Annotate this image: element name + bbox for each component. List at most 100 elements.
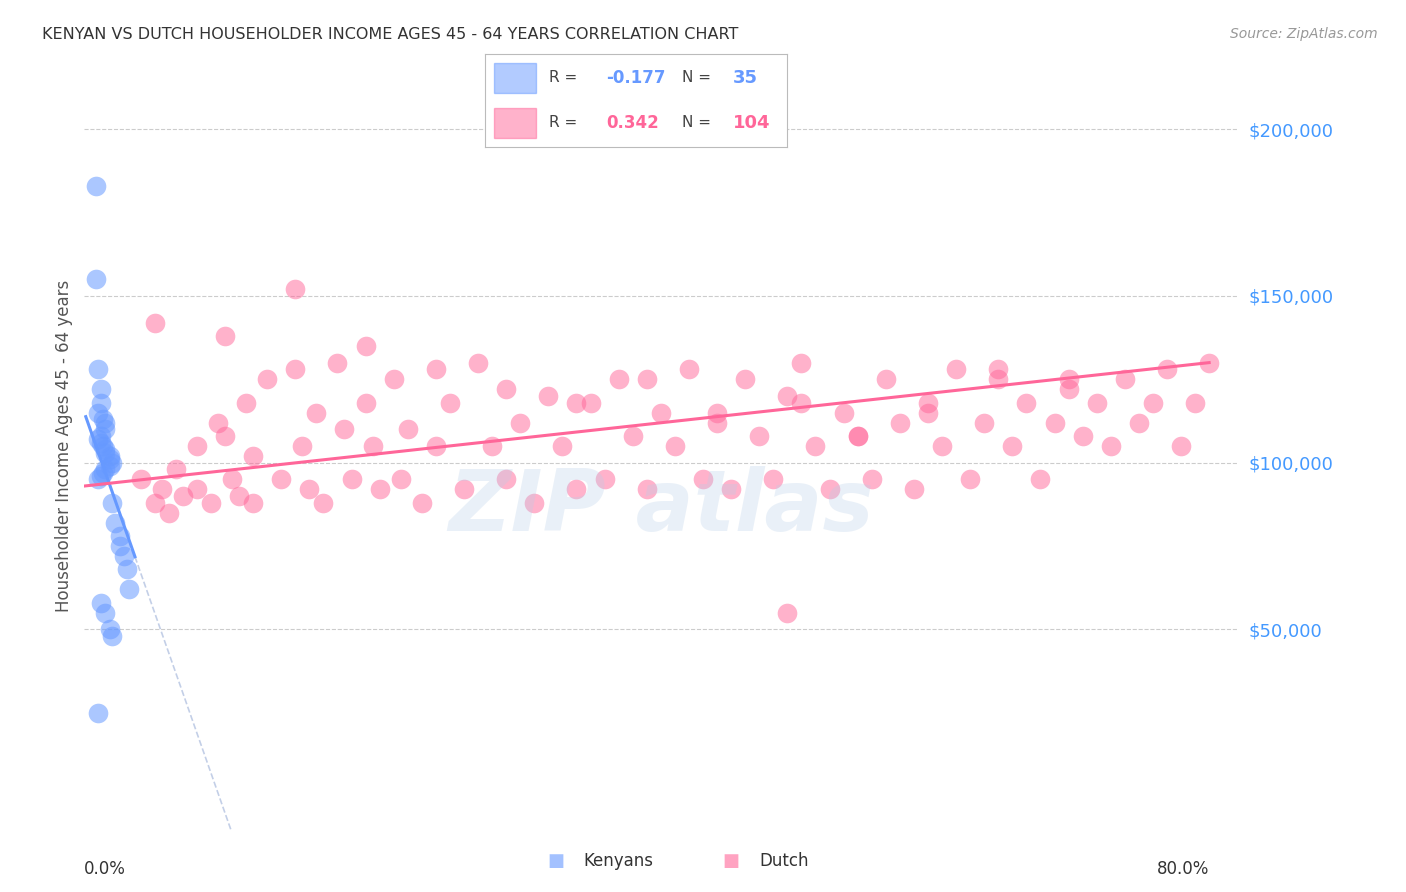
Point: [411, 496, 433, 510]
Point: [87, 706, 110, 720]
Point: [1198, 356, 1220, 370]
Point: [790, 356, 813, 370]
Point: [94, 416, 117, 430]
Point: [945, 362, 967, 376]
Point: [200, 496, 222, 510]
Point: [1057, 382, 1080, 396]
Text: 0.0%: 0.0%: [84, 860, 127, 879]
Point: [87, 362, 110, 376]
Point: [91, 439, 114, 453]
Point: [720, 483, 742, 497]
Point: [94, 462, 117, 476]
Point: [664, 439, 686, 453]
Point: [228, 489, 250, 503]
Point: [98, 623, 121, 637]
Point: [284, 282, 307, 296]
Point: [389, 472, 412, 486]
Point: [186, 483, 208, 497]
Point: [607, 372, 630, 386]
Text: KENYAN VS DUTCH HOUSEHOLDER INCOME AGES 45 - 64 YEARS CORRELATION CHART: KENYAN VS DUTCH HOUSEHOLDER INCOME AGES …: [42, 27, 738, 42]
Point: [98, 452, 121, 467]
Point: [90, 382, 112, 396]
Point: [354, 395, 377, 409]
Point: [1128, 416, 1150, 430]
Point: [98, 449, 121, 463]
Point: [90, 469, 112, 483]
Point: [495, 382, 517, 396]
Point: [804, 439, 827, 453]
Point: [1043, 416, 1066, 430]
Point: [101, 629, 124, 643]
Point: [467, 356, 489, 370]
Point: [90, 435, 112, 450]
Text: Source: ZipAtlas.com: Source: ZipAtlas.com: [1230, 27, 1378, 41]
Point: [118, 582, 141, 597]
Point: [94, 422, 117, 436]
Point: [846, 429, 869, 443]
Point: [481, 439, 503, 453]
Point: [284, 362, 307, 376]
Point: [91, 466, 114, 480]
Point: [706, 406, 728, 420]
Bar: [494, 63, 537, 93]
Point: [509, 416, 531, 430]
Point: [94, 445, 117, 459]
Point: [1099, 439, 1122, 453]
Point: [551, 439, 574, 453]
Point: [650, 406, 672, 420]
Point: [104, 516, 127, 530]
Y-axis label: Householder Income Ages 45 - 64 years: Householder Income Ages 45 - 64 years: [55, 280, 73, 612]
Text: 104: 104: [733, 114, 770, 132]
Point: [453, 483, 475, 497]
Text: ■: ■: [547, 852, 564, 870]
Bar: [494, 108, 537, 138]
Point: [579, 395, 602, 409]
Point: [256, 372, 278, 386]
Point: [207, 416, 229, 430]
Point: [790, 395, 813, 409]
Point: [973, 416, 995, 430]
Point: [112, 549, 135, 563]
Point: [298, 483, 321, 497]
Point: [90, 395, 112, 409]
Point: [889, 416, 911, 430]
Point: [312, 496, 335, 510]
Point: [1029, 472, 1052, 486]
Point: [143, 496, 166, 510]
Point: [157, 506, 180, 520]
Point: [495, 472, 517, 486]
Point: [860, 472, 883, 486]
Point: [439, 395, 461, 409]
Point: [90, 429, 112, 443]
Point: [425, 439, 447, 453]
Point: [90, 596, 112, 610]
Point: [101, 456, 124, 470]
Point: [150, 483, 173, 497]
Point: [361, 439, 384, 453]
Point: [368, 483, 391, 497]
Point: [678, 362, 700, 376]
Text: N =: N =: [682, 70, 716, 86]
Text: -0.177: -0.177: [606, 69, 665, 87]
Point: [748, 429, 770, 443]
Point: [593, 472, 616, 486]
Point: [762, 472, 785, 486]
Point: [242, 449, 264, 463]
Point: [832, 406, 855, 420]
Point: [1015, 395, 1038, 409]
Point: [1071, 429, 1094, 443]
Point: [776, 606, 799, 620]
Point: [129, 472, 152, 486]
Point: [87, 433, 110, 447]
Point: [333, 422, 356, 436]
Point: [305, 406, 328, 420]
Text: Kenyans: Kenyans: [583, 852, 654, 870]
Point: [115, 562, 138, 576]
Point: [326, 356, 349, 370]
Point: [172, 489, 194, 503]
Point: [987, 372, 1010, 386]
Point: [98, 458, 121, 473]
Point: [903, 483, 925, 497]
Point: [959, 472, 981, 486]
Point: [636, 372, 658, 386]
